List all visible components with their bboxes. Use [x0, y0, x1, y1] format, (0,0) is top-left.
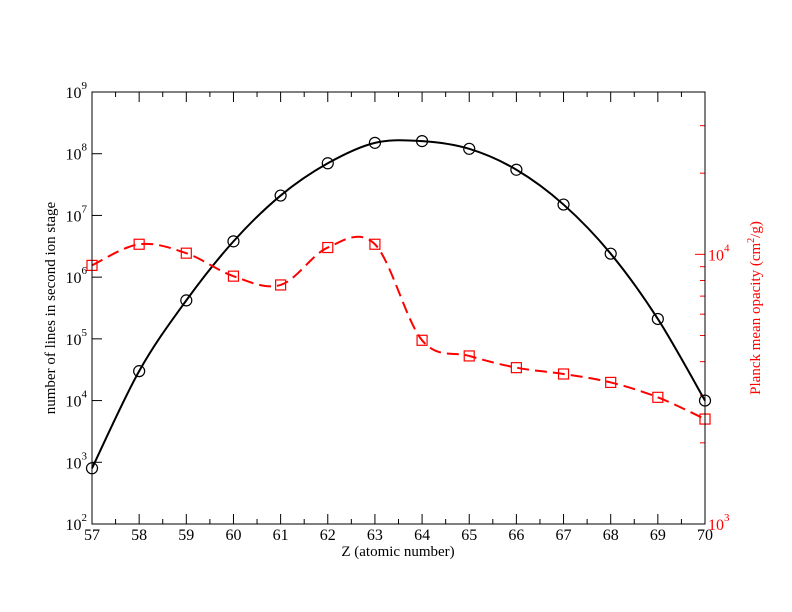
y2-axis-label-post: /g)	[748, 221, 764, 238]
y-tick-label: 107	[66, 203, 88, 225]
tick-labels: 57 58 59 60 61 62 63 64 65 66 67 68 69 70102103104105…	[66, 80, 731, 544]
y2-tick-label: 103	[708, 512, 730, 534]
y-tick-exp: 7	[82, 203, 88, 215]
plot-frame	[91, 91, 706, 525]
series-point-1	[652, 391, 664, 403]
y-tick-label: 105	[66, 327, 88, 349]
y-tick-exp: 3	[82, 450, 88, 462]
series-point-1	[605, 376, 617, 389]
x-tick-label: 57	[84, 527, 100, 544]
series-point-1	[369, 238, 381, 250]
y-tick-base: 10	[66, 455, 82, 472]
series-point-0	[180, 294, 193, 307]
y-tick-exp: 4	[82, 389, 88, 401]
series-point-1	[180, 247, 192, 259]
y-tick-label: 103	[66, 450, 88, 472]
series-point-1	[416, 334, 428, 346]
y-tick-base: 10	[66, 394, 82, 411]
series-point-0	[321, 157, 334, 170]
series-point-0	[133, 365, 146, 378]
x-axis-label: Z (atomic number)	[341, 544, 454, 560]
y-tick-label: 109	[66, 80, 88, 102]
y-tick-exp: 2	[82, 512, 88, 524]
x-tick-label: 65	[461, 527, 477, 544]
series-point-0	[604, 247, 617, 260]
y-tick-base: 10	[66, 517, 82, 534]
y2-axis-label: Planck mean opacity (cm2/g)	[746, 221, 764, 395]
y-tick-base: 10	[66, 270, 82, 287]
x-tick-label: 60	[225, 527, 241, 544]
x-tick-label: 69	[650, 527, 666, 544]
x-tick-label: 70	[697, 527, 713, 544]
series-point-0	[463, 142, 476, 155]
series-line-1	[91, 235, 706, 420]
y2-tick-label: 104	[708, 242, 730, 264]
x-tick-label: 64	[414, 527, 430, 544]
series-point-1	[133, 238, 145, 250]
y-tick-exp: 6	[82, 265, 88, 277]
series-point-1	[510, 362, 522, 374]
y-tick-label: 102	[66, 512, 88, 534]
y2-tick-base: 10	[708, 517, 724, 534]
series-layer	[85, 135, 712, 475]
x-tick-label: 61	[273, 527, 289, 544]
x-tick-label: 62	[320, 527, 336, 544]
y-tick-exp: 5	[82, 327, 88, 339]
y-tick-label: 106	[66, 265, 88, 287]
series-point-0	[274, 189, 287, 202]
series-point-1	[322, 241, 334, 254]
series-point-0	[368, 136, 382, 149]
y2-axis-label-exp: 2	[746, 238, 757, 243]
series-point-1	[463, 350, 475, 362]
y-tick-base: 10	[66, 208, 82, 225]
series-point-1	[557, 368, 570, 380]
series-point-0	[557, 198, 570, 211]
y-tick-label: 104	[66, 389, 88, 411]
x-tick-label: 58	[131, 527, 147, 544]
tick-marks	[91, 91, 706, 525]
series-point-0	[415, 135, 429, 148]
y-tick-label: 108	[66, 142, 88, 164]
series-line-0	[91, 139, 706, 469]
series-point-0	[510, 163, 523, 176]
series-point-1	[275, 279, 287, 291]
y-tick-base: 10	[66, 85, 82, 102]
y-tick-base: 10	[66, 147, 82, 164]
series-point-0	[651, 312, 664, 326]
y2-axis-label-pre: Planck mean opacity (cm	[748, 242, 764, 394]
series-point-1	[227, 270, 240, 282]
y2-tick-exp: 4	[724, 242, 730, 254]
y-tick-exp: 9	[82, 80, 88, 92]
y-tick-exp: 8	[82, 142, 88, 154]
y-axis-label: number of lines in second ion stage	[43, 201, 59, 414]
x-tick-label: 59	[178, 527, 194, 544]
y2-tick-exp: 3	[724, 512, 730, 524]
series-point-0	[227, 235, 240, 248]
x-tick-label: 66	[508, 527, 524, 544]
x-tick-label: 63	[367, 527, 383, 544]
y2-tick-base: 10	[708, 247, 724, 264]
x-tick-label: 68	[603, 527, 619, 544]
x-tick-label: 67	[556, 527, 572, 544]
y-tick-base: 10	[66, 332, 82, 349]
